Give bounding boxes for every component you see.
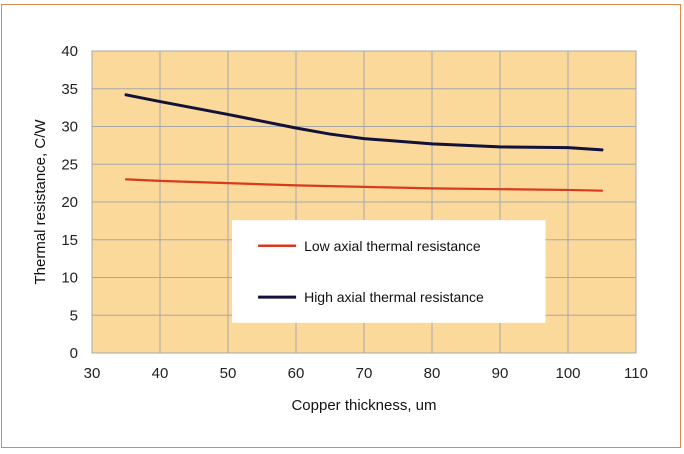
x-tick-label: 50 — [220, 365, 237, 382]
legend: Low axial thermal resistance High axial … — [232, 220, 546, 323]
x-tick-label: 40 — [152, 365, 169, 382]
y-axis-title: Thermal resistance, C/W — [32, 119, 49, 285]
y-tick-label: 35 — [61, 81, 78, 98]
x-tick-label: 60 — [288, 365, 305, 382]
y-tick-label: 30 — [61, 119, 78, 136]
y-tick-label: 25 — [61, 156, 78, 173]
x-tick-label: 110 — [624, 365, 648, 382]
y-tick-label: 40 — [61, 43, 78, 60]
y-tick-label: 10 — [61, 270, 78, 287]
x-axis-ticks: 30 40 50 60 70 80 90 100 110 — [84, 365, 648, 382]
x-axis-title: Copper thickness, um — [291, 397, 436, 414]
x-tick-label: 100 — [555, 365, 580, 382]
x-tick-label: 80 — [424, 365, 441, 382]
low-axial-series-line — [124, 178, 604, 192]
y-tick-label: 0 — [70, 345, 78, 362]
x-tick-label: 90 — [492, 365, 509, 382]
x-tick-label: 30 — [84, 365, 101, 382]
high-axial-series-line — [124, 93, 604, 152]
legend-label-high-axial: High axial thermal resistance — [304, 289, 484, 305]
y-tick-label: 20 — [61, 194, 78, 211]
legend-label-low-axial: Low axial thermal resistance — [304, 238, 481, 254]
x-tick-label: 70 — [356, 365, 373, 382]
y-tick-label: 5 — [70, 307, 78, 324]
y-axis-ticks: 0 5 10 15 20 25 30 35 40 — [61, 43, 78, 362]
y-tick-label: 15 — [61, 232, 78, 249]
legend-box — [232, 220, 546, 323]
series-lines — [124, 93, 604, 192]
